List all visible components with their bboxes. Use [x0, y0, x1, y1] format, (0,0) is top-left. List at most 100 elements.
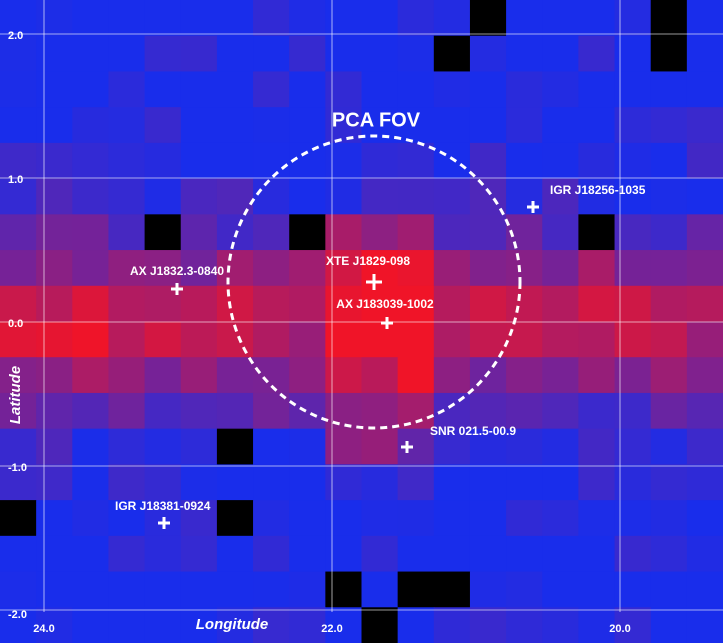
- pixel: [253, 285, 290, 322]
- pixel: [216, 571, 254, 608]
- pixel: [542, 250, 579, 287]
- sources: AX J1832.3-0840 XTE J1829-098 AX J183039-1…: [115, 183, 646, 529]
- pixel: [36, 250, 73, 287]
- pixel: [180, 500, 218, 537]
- y-tick-label: -1.0: [8, 462, 27, 474]
- pixel: [36, 428, 73, 465]
- pixel: [397, 35, 435, 72]
- pixel: [289, 285, 326, 322]
- pixel: [542, 142, 579, 180]
- pixel: [253, 142, 290, 180]
- pixel: [361, 0, 399, 37]
- pixel: [72, 321, 109, 358]
- pixel: [650, 142, 688, 180]
- pixel: [469, 357, 507, 394]
- pixel: [289, 35, 326, 72]
- pixel: [72, 607, 109, 643]
- x-tick-label: 22.0: [321, 623, 342, 635]
- pixel: [289, 571, 326, 608]
- pixel: [614, 571, 652, 608]
- pixel: [614, 214, 652, 251]
- pixel: [433, 571, 471, 608]
- y-axis-label: Latitude: [7, 366, 24, 424]
- pixel: [433, 71, 471, 108]
- pixel: [289, 107, 326, 144]
- pixel: [253, 214, 290, 251]
- pixel: [0, 35, 37, 72]
- pixel: [289, 464, 326, 501]
- pixel: [216, 0, 254, 37]
- pixel: [578, 250, 616, 287]
- pixel: [289, 71, 326, 108]
- source-label: SNR 021.5-00.9: [430, 424, 516, 438]
- pixel: [289, 178, 326, 215]
- pixel: [289, 0, 326, 37]
- source-marker: [381, 317, 393, 329]
- pixel: [361, 500, 399, 537]
- pixel: [253, 357, 290, 394]
- pixel: [72, 71, 109, 108]
- pixel: [253, 428, 290, 465]
- pixel: [72, 535, 109, 573]
- pixel: [650, 35, 688, 72]
- pixel: [469, 214, 507, 251]
- pixel: [180, 321, 218, 358]
- pixel: [469, 107, 507, 144]
- pixel: [325, 142, 362, 180]
- pixel: [614, 178, 652, 215]
- pixel: [578, 607, 616, 643]
- pixel: [542, 321, 579, 358]
- pixel: [216, 107, 254, 144]
- pixel: [108, 142, 146, 180]
- pixel: [506, 0, 543, 37]
- pixel: [144, 607, 182, 643]
- pixel: [361, 142, 399, 180]
- pixel: [72, 214, 109, 251]
- pixel: [650, 285, 688, 322]
- pixel: [0, 250, 37, 287]
- pixel: [542, 35, 579, 72]
- pixel: [144, 107, 182, 144]
- pixel: [72, 142, 109, 180]
- pixel: [216, 500, 254, 537]
- pixel: [325, 107, 362, 144]
- pixel: [72, 571, 109, 608]
- pixel: [180, 178, 218, 215]
- pixel: [253, 321, 290, 358]
- pixel: [361, 178, 399, 215]
- pixel: [216, 392, 254, 430]
- pixel: [144, 250, 182, 287]
- pixel: [180, 428, 218, 465]
- pixel: [289, 250, 326, 287]
- pixel: [0, 464, 37, 501]
- source-label: IGR J18381-0924: [115, 499, 211, 513]
- pixel: [253, 571, 290, 608]
- pixel: [469, 35, 507, 72]
- pixel: [614, 250, 652, 287]
- pixel: [180, 392, 218, 430]
- pixel: [289, 321, 326, 358]
- pixel: [180, 535, 218, 573]
- pixel: [686, 107, 723, 144]
- pixel: [578, 214, 616, 251]
- pixel: [578, 571, 616, 608]
- pixel: [36, 571, 73, 608]
- pixel: [361, 535, 399, 573]
- pixel: [289, 142, 326, 180]
- pixel: [578, 392, 616, 430]
- pixel: [542, 107, 579, 144]
- pixel: [36, 357, 73, 394]
- pixel: [253, 607, 290, 643]
- pixel: [108, 357, 146, 394]
- pixel: [542, 571, 579, 608]
- pixel: [397, 392, 435, 430]
- pixel: [108, 35, 146, 72]
- pixel: [289, 428, 326, 465]
- pixel: [614, 607, 652, 643]
- pixel: [433, 178, 471, 215]
- pixel: [578, 107, 616, 144]
- pixel: [216, 142, 254, 180]
- pixel: [216, 428, 254, 465]
- pixel: [180, 464, 218, 501]
- pixel: [325, 321, 362, 358]
